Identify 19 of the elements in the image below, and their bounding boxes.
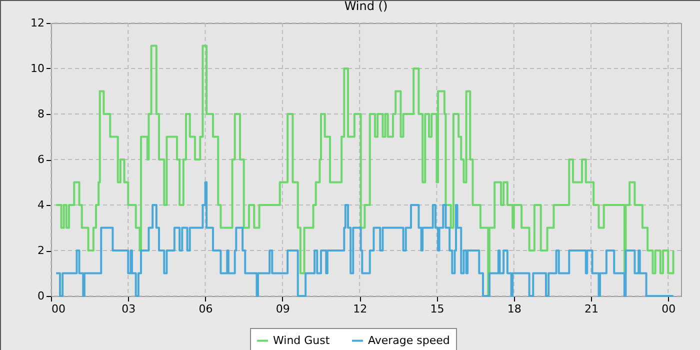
x-tick-label: 18 bbox=[507, 302, 522, 316]
x-tick-label: 09 bbox=[276, 302, 290, 316]
y-tick-label: 8 bbox=[38, 108, 44, 120]
x-tick-label: 00 bbox=[662, 302, 676, 316]
y-tick-label: 6 bbox=[38, 153, 44, 166]
y-tick-label: 2 bbox=[38, 244, 44, 257]
legend-label: Average speed bbox=[368, 334, 450, 347]
x-tick-label: 00 bbox=[52, 302, 66, 316]
x-tick-label: 15 bbox=[430, 302, 444, 316]
x-tick-label: 03 bbox=[122, 302, 136, 316]
legend-label: Wind Gust bbox=[273, 334, 330, 347]
x-tick-label: 21 bbox=[584, 302, 598, 316]
chart-title: Wind () bbox=[344, 0, 388, 13]
y-tick-label: 10 bbox=[30, 62, 44, 75]
y-tick-label: 4 bbox=[38, 198, 44, 212]
x-tick-label: 06 bbox=[198, 302, 213, 316]
y-tick-label: 12 bbox=[30, 16, 44, 30]
x-tick-label: 12 bbox=[353, 302, 368, 316]
y-tick-label: 0 bbox=[38, 290, 44, 302]
